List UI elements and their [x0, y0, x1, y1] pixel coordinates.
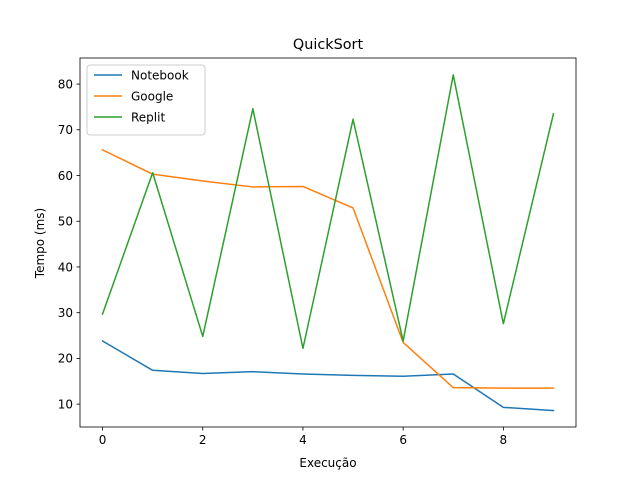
x-tick-label: 4: [299, 433, 307, 447]
axes-layer: 0 2 4 6 8 10 20 30 40 50 60 70 80: [58, 57, 577, 447]
x-tick-label: 2: [199, 433, 207, 447]
y-tick-label: 70: [58, 123, 73, 137]
plot-frame: [79, 57, 577, 428]
x-tick-label: 8: [500, 433, 508, 447]
y-tick-label: 20: [58, 352, 73, 366]
x-axis-label: Execução: [299, 456, 356, 470]
series-layer: [101, 74, 555, 412]
y-tick-label: 10: [58, 397, 73, 411]
legend-label-google: Google: [131, 89, 173, 103]
series-line-google: [101, 148, 555, 389]
y-tick-label: 50: [58, 215, 73, 229]
legend: Notebook Google Replit: [86, 64, 206, 136]
x-tick-label: 6: [399, 433, 407, 447]
x-tick-label: 0: [99, 433, 107, 447]
y-tick-label: 80: [58, 77, 73, 91]
y-tick-label: 40: [58, 260, 73, 274]
series-line-notebook: [101, 340, 555, 412]
y-tick-label: 30: [58, 306, 73, 320]
y-axis-label: Tempo (ms): [33, 208, 47, 279]
y-tick-label: 60: [58, 169, 73, 183]
legend-label-notebook: Notebook: [131, 68, 189, 82]
chart-title: QuickSort: [293, 37, 364, 53]
legend-label-replit: Replit: [131, 110, 165, 124]
series-line-replit: [101, 74, 555, 350]
